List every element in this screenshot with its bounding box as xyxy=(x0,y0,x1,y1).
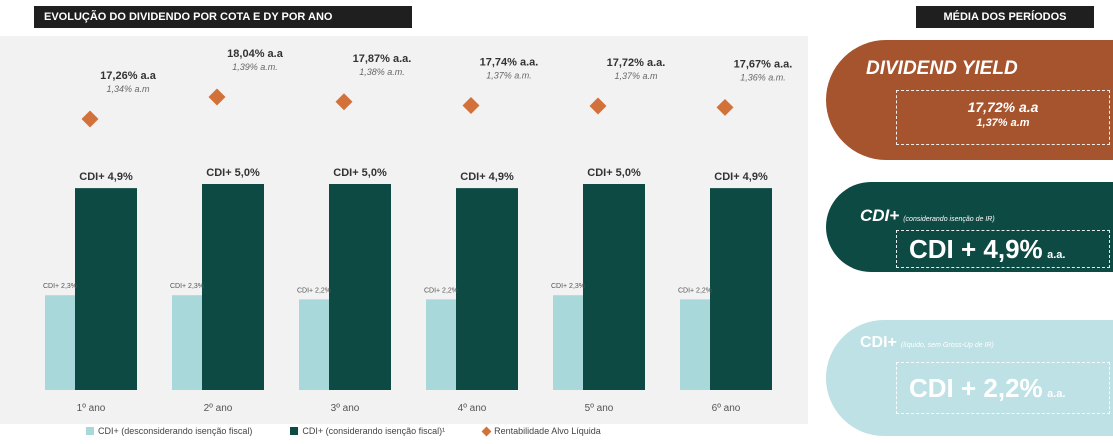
label-no-exemption: CDI+ 2,2% xyxy=(678,287,712,294)
label-target-monthly: 1,38% a.m. xyxy=(359,67,405,77)
cdi-exempt-unit: a.a. xyxy=(1047,249,1066,261)
cdi-liquid-box: CDI + 2,2% a.a. xyxy=(896,362,1110,414)
dividend-yield-title: DIVIDEND YIELD xyxy=(866,58,1018,79)
label-exemption: CDI+ 4,9% xyxy=(460,171,514,183)
chart-legend: CDI+ (desconsiderando isenção fiscal) CD… xyxy=(86,426,601,436)
legend-swatch-dark xyxy=(290,427,299,435)
dividend-chart: CDI+ 2,3% CDI+ 4,9% 17,26% a.a 1,34% a.m 1º … xyxy=(0,36,808,424)
bar-exemption xyxy=(329,184,391,390)
bar-no-exemption xyxy=(45,295,75,390)
cdi-exempt-title: CDI+ (considerando isenção de IR) xyxy=(860,206,995,225)
bar-exemption xyxy=(583,184,645,390)
target-diamond xyxy=(462,96,480,114)
cdi-liquid-unit: a.a. xyxy=(1047,388,1066,400)
legend-label-exemption: CDI+ (considerando isenção fiscal)¹ xyxy=(302,426,446,436)
legend-item-target: Rentabilidade Alvo Líquida xyxy=(481,426,601,436)
label-no-exemption: CDI+ 2,2% xyxy=(424,287,458,294)
dividend-yield-box: 17,72% a.a 1,37% a.m xyxy=(896,90,1110,145)
cdi-exempt-value: CDI + 4,9% xyxy=(909,234,1043,264)
legend-item-exemption: CDI+ (considerando isenção fiscal)¹ xyxy=(290,426,445,436)
bar-no-exemption xyxy=(172,295,202,390)
label-target-annual: 18,04% a.a xyxy=(227,48,284,60)
label-no-exemption: CDI+ 2,2% xyxy=(297,287,331,294)
bar-exemption xyxy=(456,188,518,390)
x-tick-label: 2º ano xyxy=(204,403,233,414)
label-no-exemption: CDI+ 2,3% xyxy=(43,283,77,290)
label-target-monthly: 1,37% a.m. xyxy=(486,70,532,80)
x-tick-label: 4º ano xyxy=(458,403,487,414)
dividend-yield-monthly: 1,37% a.m xyxy=(976,117,1030,129)
legend-item-no-exemption: CDI+ (desconsiderando isenção fiscal) xyxy=(86,426,252,436)
label-target-monthly: 1,39% a.m. xyxy=(232,62,278,72)
legend-swatch-light xyxy=(86,427,94,435)
legend-label-no-exemption: CDI+ (desconsiderando isenção fiscal) xyxy=(98,426,253,436)
target-diamond xyxy=(208,88,226,106)
bar-no-exemption xyxy=(426,299,456,390)
dividend-yield-annual: 17,72% a.a xyxy=(967,99,1039,115)
label-exemption: CDI+ 4,9% xyxy=(714,171,768,183)
cdi-exempt-card: CDI+ (considerando isenção de IR) CDI + 4… xyxy=(826,182,1113,272)
averages-header: MÉDIA DOS PERÍODOS xyxy=(916,6,1094,28)
label-exemption: CDI+ 4,9% xyxy=(79,171,133,183)
label-target-monthly: 1,36% a.m. xyxy=(740,72,786,82)
label-no-exemption: CDI+ 2,3% xyxy=(551,283,585,290)
bar-no-exemption xyxy=(299,299,329,390)
bar-no-exemption xyxy=(680,299,710,390)
target-diamond xyxy=(81,110,99,128)
label-target-monthly: 1,37% a.m xyxy=(614,71,658,81)
bar-exemption xyxy=(75,188,137,390)
label-exemption: CDI+ 5,0% xyxy=(333,167,387,179)
label-target-annual: 17,87% a.a. xyxy=(353,53,412,65)
label-target-monthly: 1,34% a.m xyxy=(106,84,150,94)
x-tick-label: 3º ano xyxy=(331,403,360,414)
target-diamond xyxy=(716,98,734,116)
cdi-exempt-box: CDI + 4,9% a.a. xyxy=(896,230,1110,268)
legend-swatch-diamond xyxy=(481,426,492,436)
bar-exemption xyxy=(710,188,772,390)
label-no-exemption: CDI+ 2,3% xyxy=(170,283,204,290)
label-target-annual: 17,74% a.a. xyxy=(480,56,539,68)
bar-exemption xyxy=(202,184,264,390)
label-exemption: CDI+ 5,0% xyxy=(587,167,641,179)
label-target-annual: 17,67% a.a. xyxy=(734,58,793,70)
x-tick-label: 1º ano xyxy=(77,403,106,414)
dividend-yield-card: DIVIDEND YIELD 17,72% a.a 1,37% a.m xyxy=(826,40,1113,160)
cdi-liquid-title: CDI+ (líquido, sem Gross-Up de IR) xyxy=(860,334,994,351)
label-target-annual: 17,26% a.a xyxy=(100,70,157,82)
chart-header: EVOLUÇÃO DO DIVIDENDO POR COTA E DY POR … xyxy=(34,6,412,28)
cdi-liquid-card: CDI+ (líquido, sem Gross-Up de IR) CDI + … xyxy=(826,320,1113,436)
legend-label-target: Rentabilidade Alvo Líquida xyxy=(494,426,601,436)
cdi-liquid-value: CDI + 2,2% xyxy=(909,373,1043,403)
label-exemption: CDI+ 5,0% xyxy=(206,167,260,179)
bar-no-exemption xyxy=(553,295,583,390)
target-diamond xyxy=(589,97,607,115)
x-tick-label: 6º ano xyxy=(712,403,741,414)
label-target-annual: 17,72% a.a. xyxy=(607,57,666,69)
x-tick-label: 5º ano xyxy=(585,403,614,414)
